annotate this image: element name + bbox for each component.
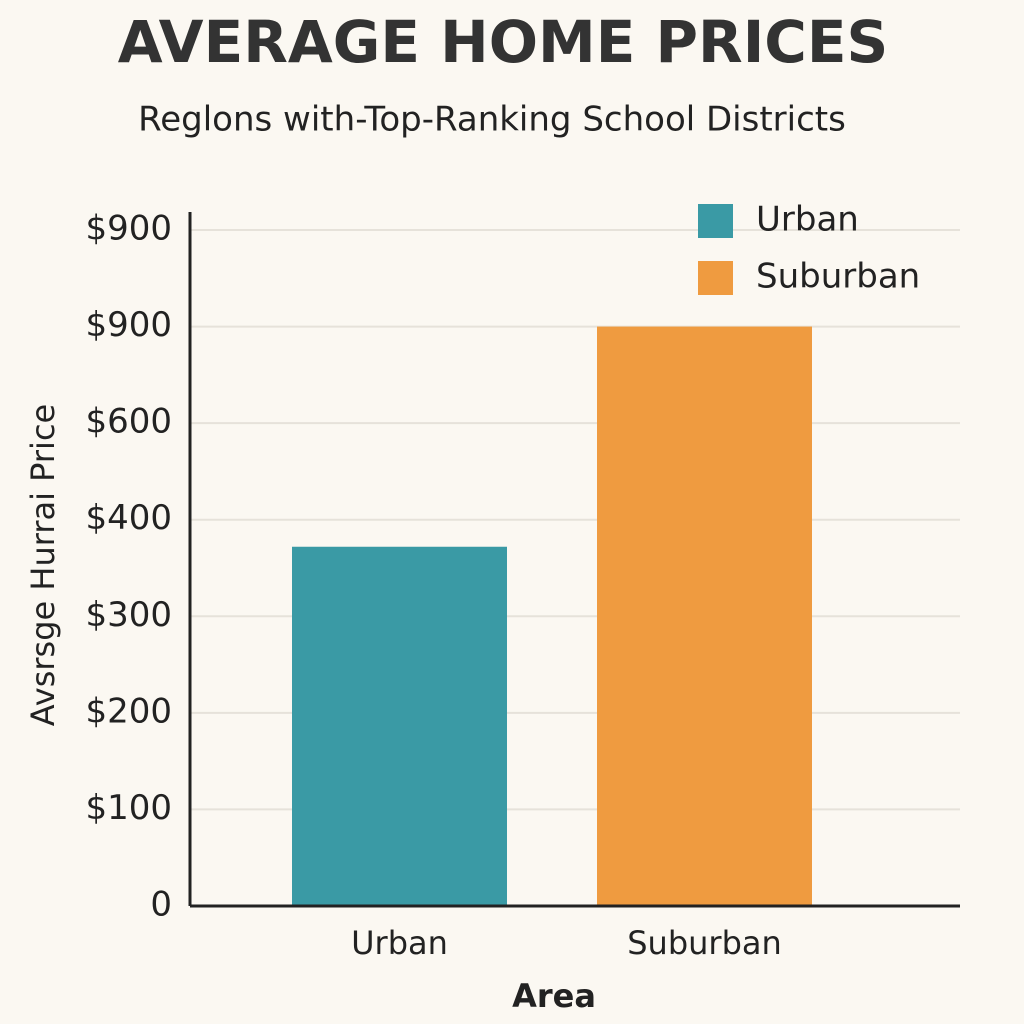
y-tick-label: $400	[85, 498, 172, 538]
y-tick-label: 0	[150, 885, 172, 925]
y-tick-label: $600	[85, 402, 172, 442]
chart-title: AVERAGE HOME PRICES	[118, 8, 889, 76]
legend-swatch	[698, 261, 733, 295]
y-tick-label: $100	[85, 788, 172, 828]
y-tick-label: $300	[85, 595, 172, 635]
x-tick-label: Urban	[351, 924, 448, 962]
legend-swatch	[698, 204, 733, 238]
y-tick-label: $900	[85, 209, 172, 249]
x-axis-label: Area	[512, 977, 596, 1015]
legend-label: Urban	[756, 200, 859, 240]
bar	[597, 326, 812, 907]
y-axis-label: Avsrsge Hurrai Price	[24, 404, 62, 726]
chart-subtitle: Reglons with-Top-Ranking School District…	[138, 100, 846, 140]
legend-label: Suburban	[756, 257, 920, 297]
y-tick-label: $200	[85, 691, 172, 731]
y-tick-label: $900	[85, 305, 172, 345]
bar	[292, 546, 507, 906]
x-tick-label: Suburban	[627, 924, 782, 962]
